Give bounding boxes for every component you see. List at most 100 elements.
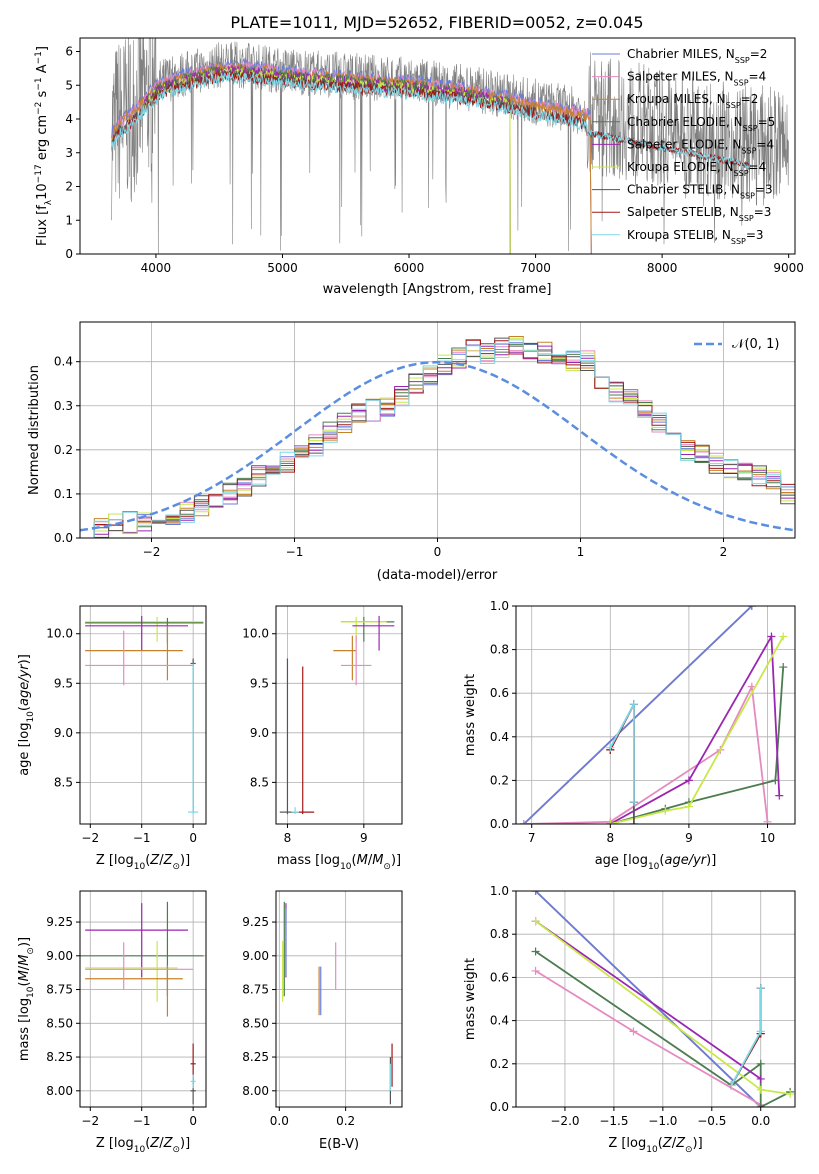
y-tick-label: 8.75 (242, 983, 269, 997)
y-tick-label: 9.00 (242, 949, 269, 963)
y-tick-label: 0.0 (490, 817, 509, 831)
mass-vs-ebv-panel-grid (276, 891, 402, 1107)
y-tick-label: 1.0 (490, 599, 509, 613)
legend-label: Salpeter MILES, NSSP=4 (627, 70, 766, 88)
y-tick-label: 9.25 (242, 915, 269, 929)
mass-weight-marker (629, 700, 638, 709)
mass-weight-line (610, 666, 785, 824)
y-tick-label: 9.5 (250, 676, 269, 690)
x-tick-label: −1 (133, 831, 151, 845)
x-tick-label: 8 (284, 831, 292, 845)
mass-weight-line (609, 703, 635, 803)
x-axis-label: Z [log10(Z/Z⊙)] (608, 1136, 702, 1155)
x-tick-label: −1.0 (648, 1114, 677, 1128)
x-axis-label: E(B-V) (319, 1137, 359, 1152)
x-axis-label: age [log10(age/yr)] (595, 853, 717, 872)
mass-weight-marker (756, 1085, 765, 1094)
mass-vs-Z-panel: −2 −1 0 8.00 8.25 8.50 8.75 9.00 9.25 Z [log10(Z/… (17, 890, 207, 1155)
y-tick-label: 8.50 (242, 1016, 269, 1030)
y-axis-label: Flux [fλ10−17 erg cm−2 s−1 A−1] (34, 46, 54, 246)
x-tick-label: −1.5 (599, 1114, 628, 1128)
x-tick-label: 0 (189, 1114, 197, 1128)
legend-label: 𝒩(0, 1) (732, 337, 779, 352)
mass-vs-Z-panel-plot-area (80, 901, 204, 1105)
y-tick-label: 0.8 (490, 927, 509, 941)
x-axis-label: (data-model)/error (377, 568, 498, 583)
y-axis-label: mass weight (463, 674, 478, 756)
histogram-panel-plot-area (80, 336, 795, 538)
x-tick-label: −1 (133, 1114, 151, 1128)
mass-weight-marker (606, 820, 615, 824)
x-tick-label: 4000 (141, 261, 172, 275)
age-vs-Z-panel: −2 −1 0 8.5 9.0 9.5 10.0 Z [log10(Z/Z⊙)] age [lo… (17, 605, 207, 872)
mass-weight-marker (629, 820, 638, 824)
model-spectrum-line (111, 72, 751, 170)
y-tick-label: 9.25 (46, 915, 73, 929)
x-tick-label: 9000 (773, 261, 804, 275)
mass-weight-marker (629, 798, 638, 807)
mass-weight-marker (779, 632, 788, 641)
x-tick-label: −1 (286, 545, 304, 559)
age-vs-mass-panel-frame (275, 605, 403, 825)
mass-weight-vs-age-panel-frame (515, 605, 796, 825)
y-tick-label: 10.0 (46, 627, 73, 641)
y-axis-label: age [log10(age/yr)] (17, 654, 36, 776)
age-vs-Z-panel-frame (79, 605, 207, 825)
x-tick-label: 10 (760, 831, 775, 845)
x-tick-label: 2 (720, 545, 728, 559)
y-tick-label: 0.4 (490, 730, 509, 744)
mass-weight-line (523, 606, 753, 824)
y-tick-label: 0.1 (54, 487, 73, 501)
y-tick-label: 0.4 (54, 355, 73, 369)
y-tick-label: 0.4 (490, 1014, 509, 1028)
y-tick-label: 0.6 (490, 686, 509, 700)
x-tick-label: 8 (606, 831, 614, 845)
y-tick-label: 4 (65, 112, 73, 126)
x-tick-label: 8000 (647, 261, 678, 275)
x-tick-label: 9 (685, 831, 693, 845)
y-tick-label: 1.0 (490, 884, 509, 898)
x-tick-label: 9 (360, 831, 368, 845)
mass-weight-marker (756, 1027, 765, 1036)
y-tick-label: 3 (65, 146, 73, 160)
age-vs-Z-panel-grid (80, 606, 206, 824)
mass-weight-marker (629, 1027, 638, 1036)
y-tick-label: 0.0 (490, 1100, 509, 1114)
x-tick-label: −2 (81, 831, 99, 845)
mass-weight-marker (531, 966, 540, 975)
x-tick-label: 1 (577, 545, 585, 559)
mass-weight-marker (756, 984, 765, 993)
y-tick-label: 8.5 (250, 775, 269, 789)
age-vs-mass-panel-grid (276, 606, 402, 824)
y-tick-label: 0.3 (54, 399, 73, 413)
legend-label: Salpeter ELODIE, NSSP=4 (627, 137, 774, 155)
y-tick-label: 0.2 (54, 443, 73, 457)
y-tick-label: 8.25 (242, 1050, 269, 1064)
mass-weight-marker (661, 806, 670, 815)
y-tick-label: 9.0 (54, 726, 73, 740)
histogram-panel: −2 −1 0 1 2 0.0 0.1 0.2 0.3 0.4 𝒩(0, 1) (data-model… (27, 321, 796, 583)
y-tick-label: 1 (65, 213, 73, 227)
x-tick-label: 7 (528, 831, 536, 845)
age-vs-mass-panel-plot-area (279, 615, 395, 815)
x-tick-label: −2 (81, 1114, 99, 1128)
spectrum-panel: 4000 5000 6000 7000 8000 9000 0 1 2 3 4 5 6 Chabrier … (34, 37, 804, 297)
histogram-panel-grid (80, 322, 795, 539)
x-tick-label: 0 (434, 545, 442, 559)
mass-weight-marker (606, 743, 615, 752)
mass-weight-marker (684, 802, 693, 811)
y-tick-label: 2 (65, 180, 73, 194)
y-axis-label: mass [log10(M/M⊙)] (17, 937, 36, 1061)
mass-weight-marker (531, 947, 540, 956)
x-axis-label: mass [log10(M/M⊙)] (277, 853, 401, 872)
x-tick-label: 7000 (520, 261, 551, 275)
x-axis-label: wavelength [Angstrom, rest frame] (323, 282, 552, 297)
mass-weight-vs-age-panel-plot-area (519, 606, 788, 824)
y-tick-label: 8.00 (242, 1084, 269, 1098)
y-tick-label: 8.5 (54, 775, 73, 789)
mass-weight-marker (763, 817, 772, 824)
y-axis-label: mass weight (463, 958, 478, 1040)
mass-weight-marker (779, 663, 788, 672)
y-tick-label: 8.50 (46, 1016, 73, 1030)
y-tick-label: 8.75 (46, 983, 73, 997)
